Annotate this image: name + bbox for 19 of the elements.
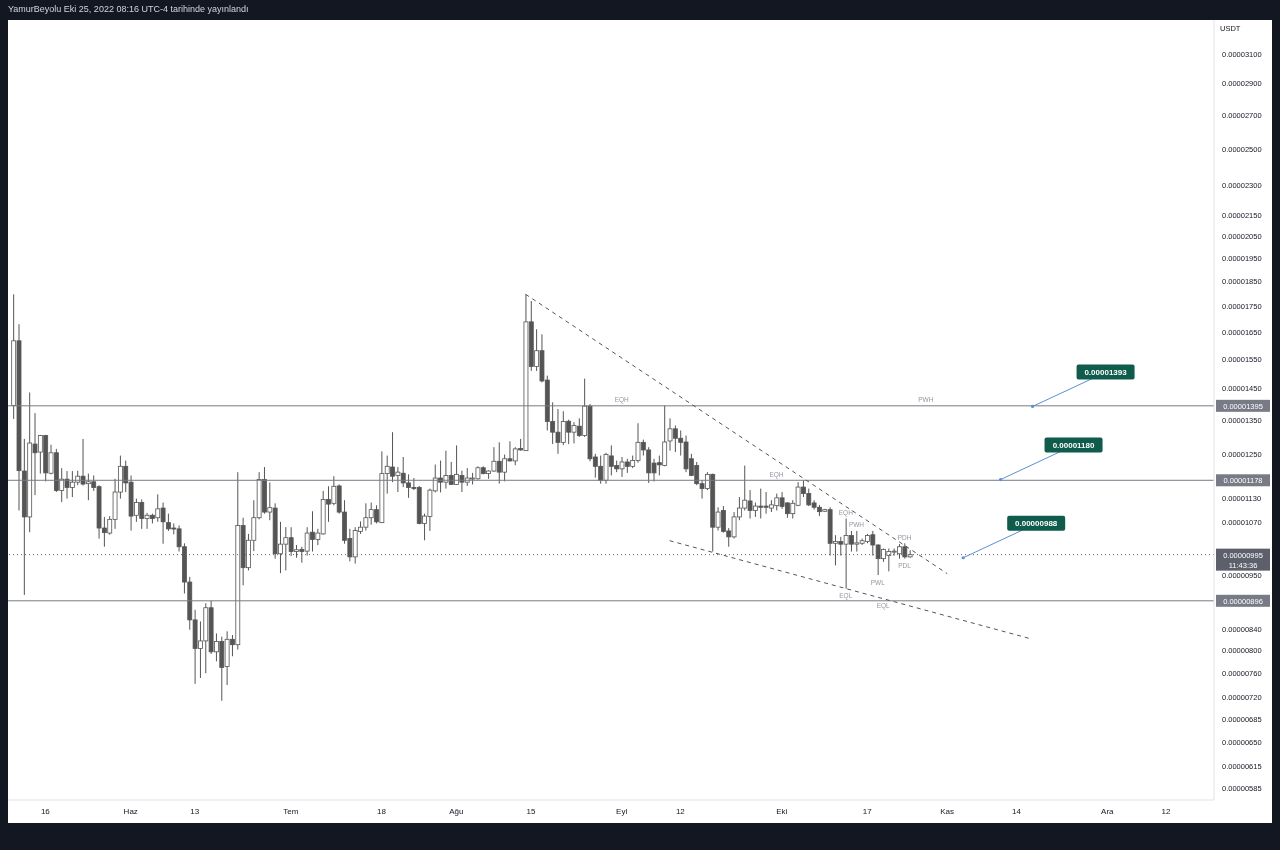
x-tick-label: 12 — [675, 806, 686, 816]
x-tick-label: Ağu — [449, 806, 464, 816]
x-tick-label: 13 — [190, 806, 200, 816]
x-tick-label: Eyl — [616, 806, 628, 816]
x-tick-label: Haz — [123, 806, 138, 816]
x-tick-label: 14 — [1012, 806, 1022, 816]
x-tick-label: Tem — [283, 806, 299, 816]
chart-title: YamurBeyolu Eki 25, 2022 08:16 UTC-4 tarihinde yayınlandı — [8, 4, 249, 14]
x-tick-label: 16 — [40, 806, 51, 816]
x-tick-label: 12 — [1161, 806, 1171, 816]
x-tick-label: 17 — [862, 806, 873, 816]
annotation: 0.00000988 — [1015, 519, 1058, 529]
x-tick-label: Kas — [940, 806, 955, 816]
annotation: 0.00001393 — [1084, 367, 1128, 377]
annotation: 0.00001180 — [1052, 441, 1096, 451]
x-tick-label: 18 — [377, 806, 387, 816]
x-tick-label: Eki — [776, 806, 788, 816]
x-tick-label: 15 — [526, 806, 536, 816]
x-tick-label: Ara — [1101, 806, 1115, 816]
